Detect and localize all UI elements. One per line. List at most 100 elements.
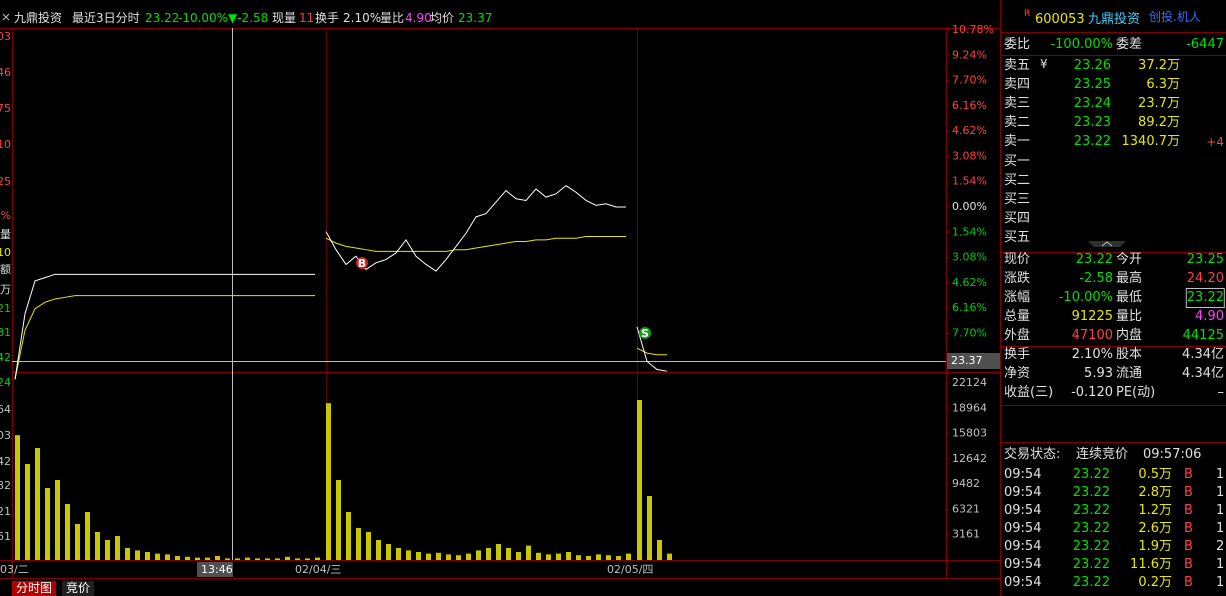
ask-volume: 89.2万 (1138, 115, 1180, 130)
bid-label: 买二 (1004, 173, 1031, 188)
volume-bar (476, 550, 481, 560)
left-axis-label: 额 (0, 263, 11, 276)
volume-bar (466, 553, 471, 560)
y-tick-label: 7.70% (952, 326, 987, 339)
y2-tick-label: 22124 (952, 376, 987, 389)
tab[interactable]: 竞价 (62, 581, 95, 596)
ask-volume: 6.3万 (1146, 77, 1180, 92)
header-avg-label: 均价 (430, 11, 455, 25)
volume-bar (295, 558, 300, 560)
tab-active[interactable]: 分时图 (12, 581, 57, 596)
volume-bar (165, 554, 170, 560)
left-axis-label: 81 (0, 326, 11, 339)
trade-marker (639, 327, 651, 339)
trade-time: 09:54 (1004, 467, 1042, 482)
volume-bar (245, 557, 250, 560)
time-tag (197, 562, 233, 577)
left-axis-label: 61 (0, 530, 11, 543)
volume-bar (55, 479, 60, 560)
volume-bar (576, 555, 581, 560)
left-axis-label: 24 (0, 376, 11, 389)
ask-price: 23.26 (1073, 58, 1111, 73)
trade-price: 23.22 (1072, 503, 1110, 518)
y-tick-label: 4.62% (952, 276, 987, 289)
cursor-label: 23.37 (951, 354, 983, 367)
x-date-label: 03/二 (0, 563, 29, 576)
volume-bar (637, 399, 642, 560)
volume-bar (75, 523, 80, 560)
quote-label: PE(动) (1116, 385, 1156, 400)
left-axis-label: 82 (0, 479, 11, 492)
volume-bar (566, 551, 571, 560)
left-axis-label: 21 (0, 302, 11, 315)
quote-value: 4.90 (1195, 309, 1224, 324)
quote-value: 91225 (1071, 309, 1113, 324)
collapse-button[interactable] (1088, 241, 1126, 247)
volume-bar (486, 547, 491, 560)
volume-bar (556, 553, 561, 560)
header-price: 23.22 (145, 11, 180, 25)
ratio-label: 委比 (1004, 37, 1031, 52)
volume-bar (406, 550, 411, 560)
bid-label: 买三 (1004, 192, 1031, 207)
quote-value: 4.34亿 (1182, 366, 1224, 381)
quote-label: 涨幅 (1004, 290, 1031, 305)
y-tick-label: 1.54% (952, 225, 987, 238)
y2-tick-label: 15803 (952, 427, 987, 440)
header-ratio: 4.90 (405, 11, 432, 25)
ask-volume: 37.2万 (1138, 58, 1180, 73)
ask-label: 卖二 (1004, 115, 1031, 130)
quote-label: 收益(三) (1004, 385, 1054, 400)
diff: -6447 (1186, 37, 1224, 52)
quote-label: 涨跌 (1004, 271, 1031, 286)
trade-time: 09:54 (1004, 521, 1042, 536)
close-icon[interactable] (2, 13, 10, 21)
left-axis-label: 10 (0, 138, 11, 151)
quote-value: -10.00% (1058, 290, 1113, 305)
trade-time: 09:54 (1004, 503, 1042, 518)
tags: 创投.机人 (1149, 10, 1201, 24)
trade-marker-label: B (358, 257, 366, 270)
volume-bar (416, 551, 421, 560)
volume-bar (496, 543, 501, 560)
quote-label: 量比 (1116, 309, 1143, 324)
y2-tick-label: 12642 (952, 452, 987, 465)
volume-bar (667, 553, 672, 560)
trade-marker-label: S (641, 327, 649, 340)
left-axis-label: 64 (0, 403, 11, 416)
quote-value: 44125 (1182, 328, 1224, 343)
trade-side: B (1184, 575, 1193, 590)
trade-volume: 2.6万 (1138, 521, 1172, 536)
trade-price: 23.22 (1072, 575, 1110, 590)
volume-bar (255, 558, 260, 560)
left-axis-label: 03 (0, 429, 11, 442)
volume-bar (526, 545, 531, 560)
price-line (325, 185, 626, 272)
y-tick-label: 7.70% (952, 74, 987, 87)
header-avg: 23.37 (458, 11, 493, 25)
trade-side: B (1184, 557, 1193, 572)
trade-count: 1 (1216, 575, 1225, 590)
volume-bar (105, 539, 110, 560)
volume-bar (536, 552, 541, 560)
header-vol-label: 现量 (272, 11, 297, 25)
trade-price: 23.22 (1072, 539, 1110, 554)
volume-bar (346, 511, 351, 560)
trade-side: B (1184, 539, 1193, 554)
x-date-label: 02/04/三 (295, 563, 341, 576)
trade-count: 1 (1216, 467, 1225, 482)
quote-label: 内盘 (1116, 328, 1143, 343)
y-tick-label: 6.16% (952, 301, 987, 314)
quote-value: 23.22 (1185, 288, 1226, 308)
volume-bar (285, 556, 290, 560)
cursor-time: 13:46 (201, 563, 233, 576)
volume-bar (195, 557, 200, 560)
quote-value: 5.93 (1084, 366, 1113, 381)
volume-bar (516, 551, 521, 560)
price-line (636, 326, 668, 372)
volume-bar (596, 554, 601, 560)
trade-side: B (1184, 485, 1193, 500)
volume-bar (145, 551, 150, 560)
volume-bar (25, 463, 30, 560)
quote-value: -0.120 (1071, 385, 1113, 400)
